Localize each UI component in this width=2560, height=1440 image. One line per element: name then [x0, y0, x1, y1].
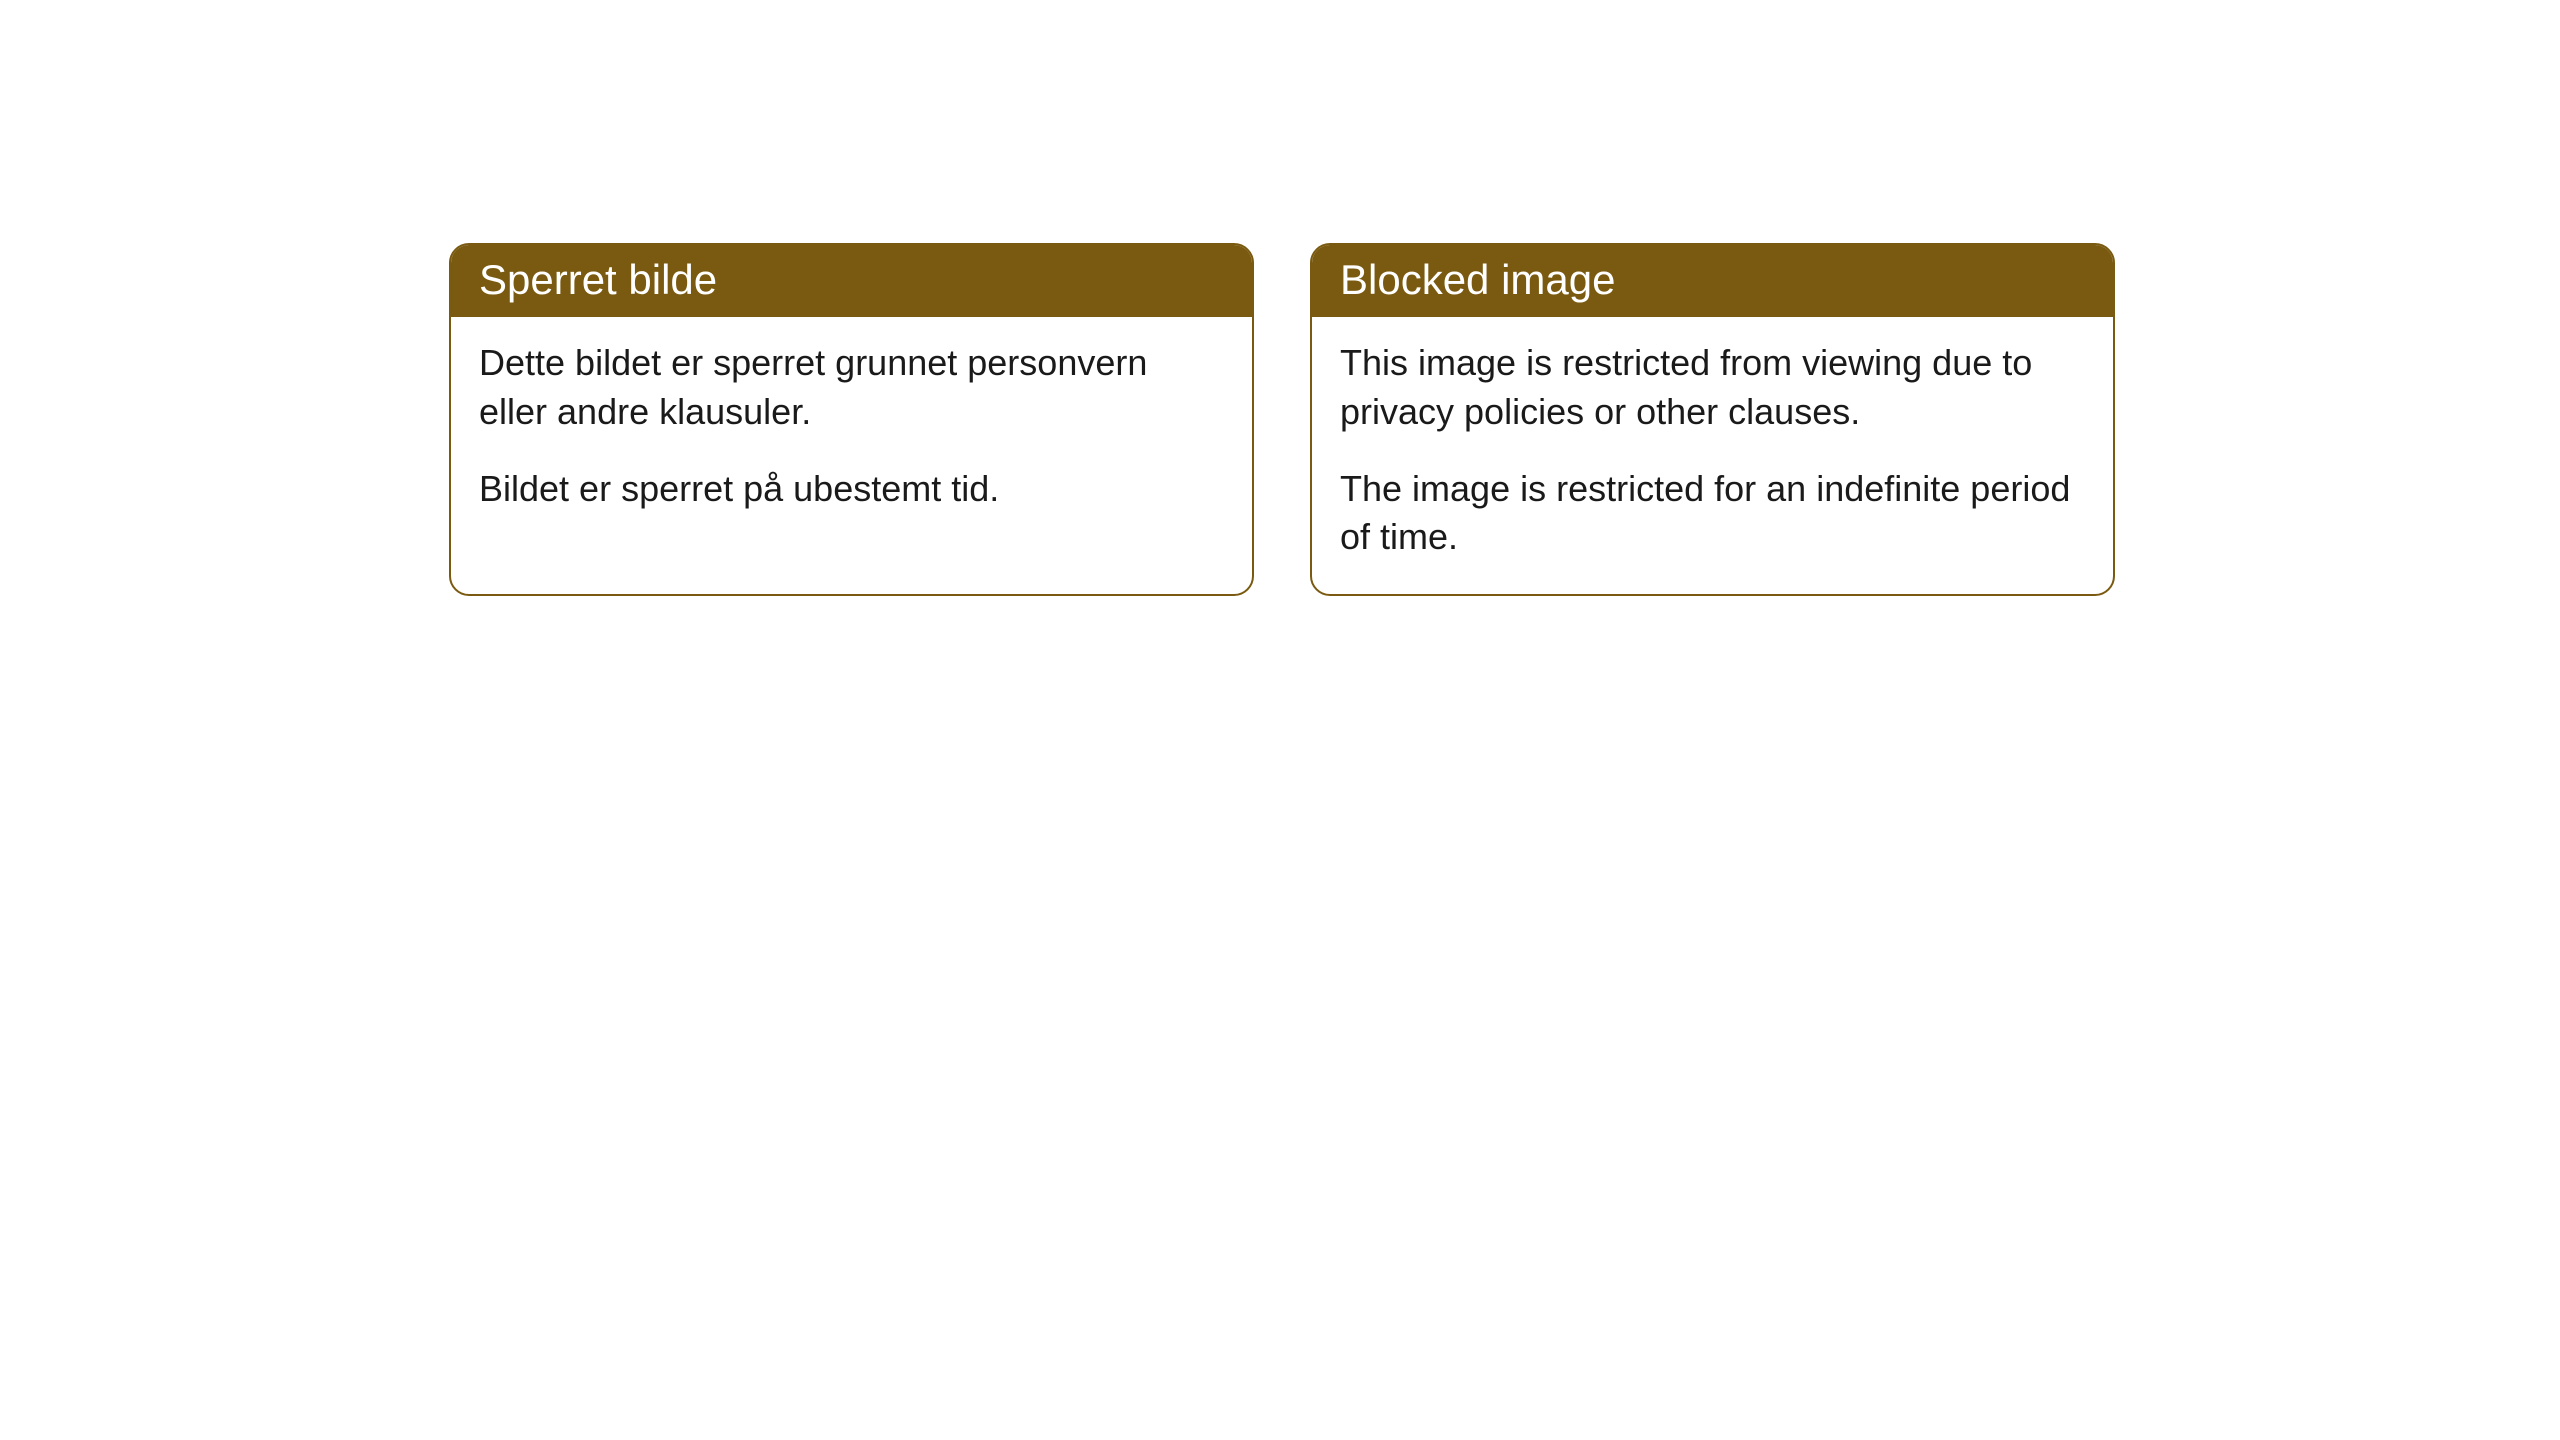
card-paragraph-2-en: The image is restricted for an indefinit… [1340, 465, 2085, 562]
notice-cards-container: Sperret bilde Dette bildet er sperret gr… [449, 243, 2115, 596]
card-paragraph-1-en: This image is restricted from viewing du… [1340, 339, 2085, 436]
card-body-en: This image is restricted from viewing du… [1312, 317, 2113, 593]
card-header-no: Sperret bilde [451, 245, 1252, 317]
card-body-no: Dette bildet er sperret grunnet personve… [451, 317, 1252, 545]
card-header-en: Blocked image [1312, 245, 2113, 317]
card-paragraph-2-no: Bildet er sperret på ubestemt tid. [479, 465, 1224, 514]
card-paragraph-1-no: Dette bildet er sperret grunnet personve… [479, 339, 1224, 436]
blocked-image-card-no: Sperret bilde Dette bildet er sperret gr… [449, 243, 1254, 596]
blocked-image-card-en: Blocked image This image is restricted f… [1310, 243, 2115, 596]
